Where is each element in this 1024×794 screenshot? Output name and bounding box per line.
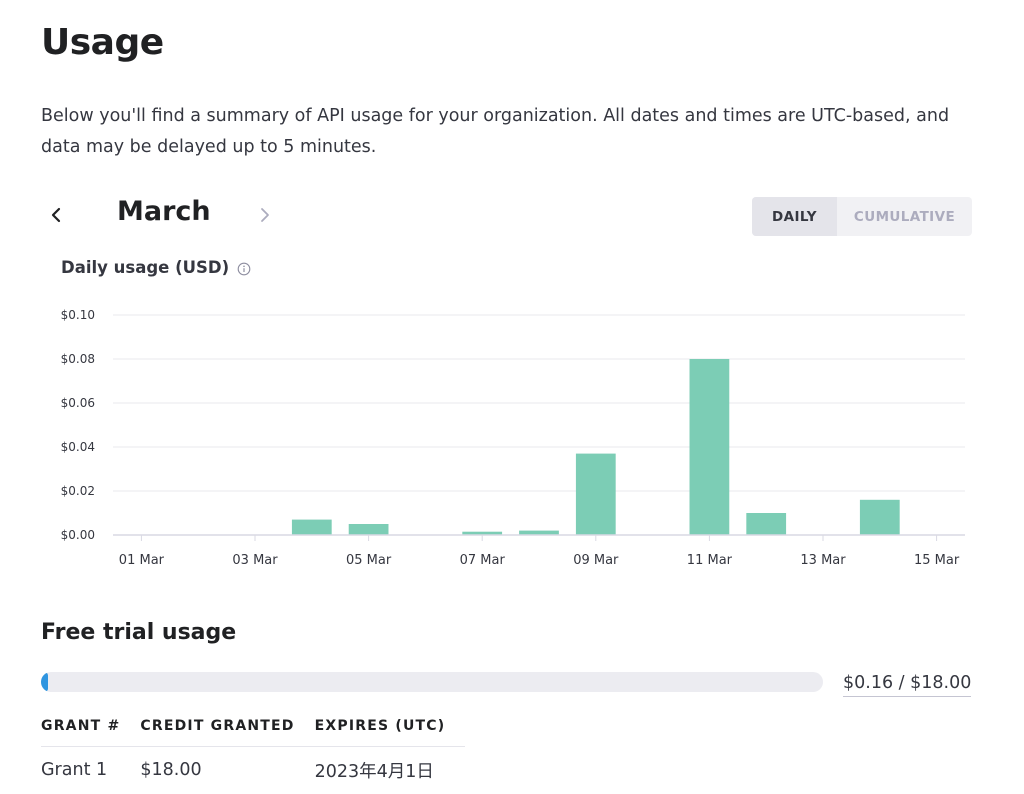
chevron-left-icon[interactable] <box>41 200 71 230</box>
y-tick-label: $0.06 <box>61 396 95 410</box>
chart-title-text: Daily usage (USD) <box>61 258 230 277</box>
chart-bar <box>348 524 389 535</box>
month-navigator: March <box>41 196 301 236</box>
chart-bar <box>462 531 503 535</box>
free-trial-progress-fill <box>41 672 48 692</box>
view-toggle: DAILY CUMULATIVE <box>752 197 972 236</box>
grants-header-row: GRANT # CREDIT GRANTED EXPIRES (UTC) <box>41 706 466 747</box>
chart-title: Daily usage (USD) <box>61 258 251 277</box>
free-trial-title: Free trial usage <box>41 620 237 645</box>
page-description: Below you'll find a summary of API usage… <box>41 106 950 157</box>
x-tick-label: 11 Mar <box>687 553 733 568</box>
expires-cell: 2023年4月1日 <box>314 761 434 782</box>
y-tick-label: $0.04 <box>61 440 95 454</box>
y-tick-label: $0.02 <box>61 484 95 498</box>
x-tick-label: 07 Mar <box>460 553 506 568</box>
y-tick-label: $0.00 <box>61 528 95 542</box>
x-tick-label: 13 Mar <box>800 553 846 568</box>
chart-bar <box>689 359 730 535</box>
x-tick-label: 09 Mar <box>573 553 619 568</box>
credit-granted-cell: $18.00 <box>140 760 202 781</box>
free-trial-progress-bar <box>41 672 823 692</box>
table-row: Grant 1 $18.00 2023年4月1日 <box>41 746 465 794</box>
credit-granted-header: CREDIT GRANTED <box>140 706 315 747</box>
chart-bar <box>859 499 900 535</box>
x-tick-label: 15 Mar <box>914 553 960 568</box>
month-label: March <box>117 196 211 227</box>
chart-bar <box>291 519 332 535</box>
chart-bar <box>575 453 616 535</box>
page-title: Usage <box>41 22 164 63</box>
x-tick-label: 03 Mar <box>232 553 278 568</box>
chart-bar <box>746 513 787 535</box>
x-tick-label: 05 Mar <box>346 553 392 568</box>
free-trial-usage-label: $0.16 / $18.00 <box>843 672 972 697</box>
expires-header: EXPIRES (UTC) <box>314 706 466 747</box>
y-tick-label: $0.10 <box>61 308 95 322</box>
grant-number-cell: Grant 1 <box>41 760 108 781</box>
grant-number-header: GRANT # <box>41 706 141 747</box>
daily-usage-chart: $0.00 $0.02 $0.04 $0.06 $0.08 $0.10 01 Mar 03 M… <box>61 308 965 568</box>
chevron-right-icon[interactable] <box>250 200 280 230</box>
cumulative-toggle-button[interactable]: CUMULATIVE <box>853 208 956 225</box>
info-icon[interactable] <box>237 261 251 275</box>
grants-table: GRANT # CREDIT GRANTED EXPIRES (UTC) Gra… <box>41 706 466 794</box>
daily-toggle-button[interactable]: DAILY <box>752 197 837 236</box>
y-tick-label: $0.08 <box>61 352 95 366</box>
x-tick-label: 01 Mar <box>119 553 165 568</box>
chart-bar <box>519 530 559 535</box>
